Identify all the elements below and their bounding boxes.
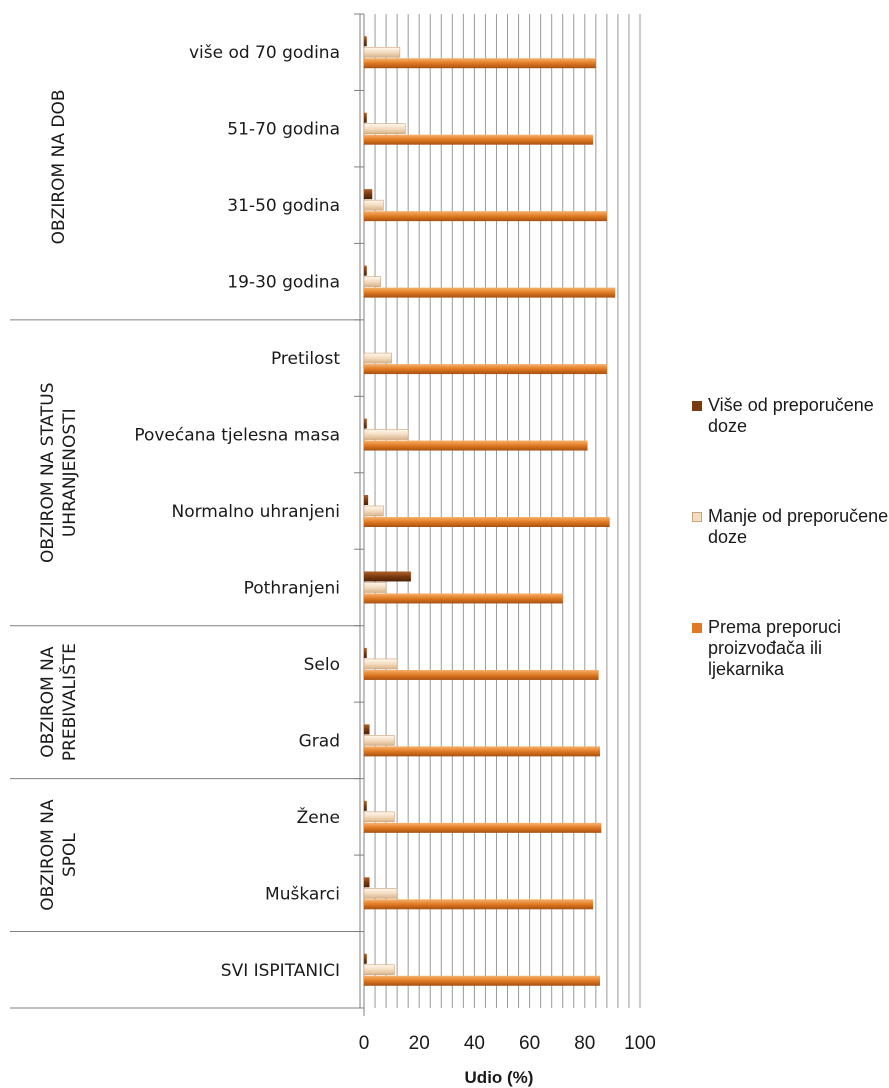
x-tick-label: 40 [464,1033,485,1054]
bar [363,811,395,823]
gridlines [374,14,641,1008]
category-label: 31-50 godina [227,196,340,216]
bar [364,877,370,888]
category-label: Žene [297,806,340,828]
x-axis-title: Udio (%) [465,1068,534,1087]
category-label: SVI ISPITANICI [221,961,340,981]
x-tick-label: 20 [409,1033,430,1054]
x-tick-label: 60 [519,1033,540,1054]
bar [364,418,367,429]
category-label: više od 70 godina [189,43,340,63]
bar [364,440,588,451]
bar [364,647,367,658]
category-label: Normalno uhranjeni [172,502,341,522]
category-label: Grad [299,731,340,751]
bar [364,724,370,735]
bar [363,735,395,746]
group-label: UHRANJENOSTI [60,408,80,537]
category-label: 19-30 godina [227,273,340,293]
bar [364,189,373,200]
bar [364,495,369,505]
bar [363,658,398,670]
x-tick-labels: 0 20 40 60 80 100 [359,1033,656,1054]
bar [364,364,607,375]
bar [364,899,594,910]
bar [363,123,406,134]
legend-swatch-recommended [692,623,702,633]
bar [364,800,367,811]
bar [364,36,367,47]
legend-label-less: Manje od preporučene doze [708,506,889,547]
x-tick-label: 80 [574,1033,595,1054]
x-tick-label: 0 [359,1033,370,1054]
category-label: Povećana tjelesna masa [134,426,340,446]
bar [364,112,367,123]
category-labels: više od 70 godina 51-70 godina 31-50 godin… [134,43,340,981]
bar [363,352,392,364]
bar [364,746,600,757]
bar [364,669,599,680]
bar [363,429,409,440]
bar [363,276,381,287]
legend-item-more: Više od preporučene doze [690,395,889,437]
category-label: 51-70 godina [227,120,340,140]
category-label: Selo [304,655,340,675]
bar [363,46,401,58]
group-label: SPOL [60,833,80,877]
group-label: OBZIROM NA DOB [49,89,69,244]
bar [364,287,616,298]
bar [363,582,387,593]
bar [364,571,411,582]
bar [363,505,384,517]
x-tick-label: 100 [624,1033,656,1054]
category-label: Muškarci [265,884,340,904]
bar [364,211,607,222]
group-label: PREBIVALIŠTE [58,643,80,761]
legend-swatch-less [692,512,702,522]
bar [364,58,596,69]
group-label: OBZIROM NA STATUS [38,383,58,564]
legend-swatch-more [692,401,702,411]
bar [363,888,398,899]
legend-item-less: Manje od preporučene doze [690,506,889,548]
bar [364,822,602,833]
group-label: OBZIROM NA [38,799,58,911]
category-label: Pretilost [271,349,340,369]
bar [364,134,594,145]
category-label: Pothranjeni [244,578,340,598]
bar [364,975,600,986]
group-labels: OBZIROM NA DOB OBZIROM NA STATUS UHRANJENO… [38,89,80,910]
bar [364,593,563,604]
bar [364,953,367,964]
bar [363,199,384,211]
legend-label-recommended: Prema preporuci proizvođača ili ljekarni… [708,617,842,679]
legend-item-recommended: Prema preporuci proizvođača ili ljekarni… [690,617,889,680]
bar [364,265,367,276]
legend-label-more: Više od preporučene doze [708,395,874,436]
bar [363,964,395,976]
legend: Više od preporučene doze Manje od prepor… [690,395,889,680]
group-label: OBZIROM NA [38,646,58,758]
bars [363,36,616,986]
bar [364,517,610,527]
